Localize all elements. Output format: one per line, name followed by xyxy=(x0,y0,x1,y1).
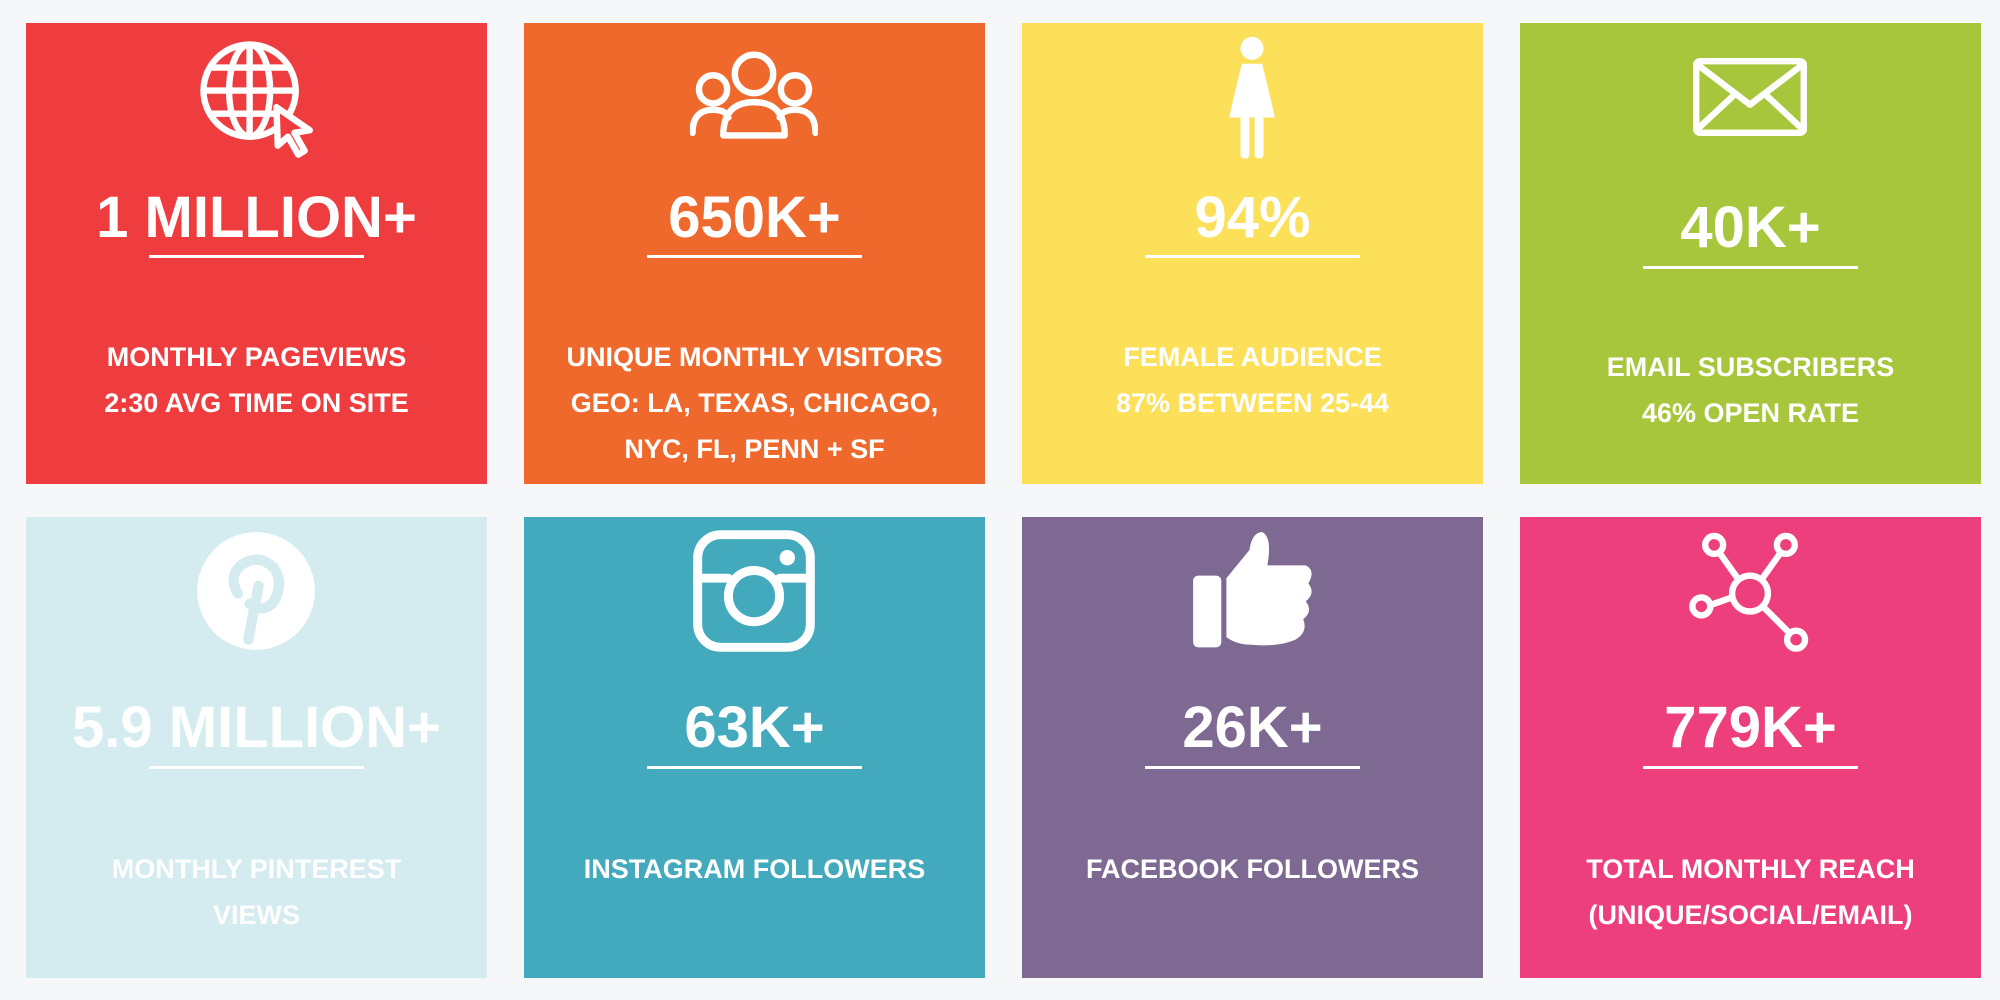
underline xyxy=(1643,766,1858,769)
stat-tile: 779K+ TOTAL MONTHLY REACH (UNIQUE/SOCIAL/… xyxy=(1520,517,1981,978)
label-line: EMAIL SUBSCRIBERS xyxy=(1606,352,1895,382)
stat-value: 779K+ xyxy=(1664,695,1837,760)
underline xyxy=(149,766,364,769)
label-line: 2:30 AVG TIME ON SITE xyxy=(104,388,409,418)
stat-tile: 63K+ INSTAGRAM FOLLOWERS xyxy=(524,517,985,978)
stat-value: 63K+ xyxy=(684,695,825,760)
label-line: UNIQUE MONTHLY VISITORS xyxy=(566,342,943,372)
people-icon xyxy=(690,51,818,139)
stat-tile: 94% FEMALE AUDIENCE 87% BETWEEN 25-44 xyxy=(1022,23,1483,484)
stat-label: FACEBOOK FOLLOWERS xyxy=(1022,846,1483,892)
stat-tile: 40K+ EMAIL SUBSCRIBERS 46% OPEN RATE xyxy=(1520,23,1981,484)
stat-tile: 650K+ UNIQUE MONTHLY VISITORS GEO: LA, TE… xyxy=(524,23,985,484)
stat-value: 40K+ xyxy=(1680,195,1821,260)
stat-tile: 5.9 MILLION+ MONTHLY PINTEREST VIEWS xyxy=(26,517,487,978)
stat-value: 5.9 MILLION+ xyxy=(71,695,441,760)
underline xyxy=(647,766,862,769)
label-line: MONTHLY PINTEREST xyxy=(111,854,402,884)
thumbs-up-icon xyxy=(1193,532,1312,648)
stat-value: 94% xyxy=(1194,185,1311,250)
label-line: 46% OPEN RATE xyxy=(1641,398,1860,428)
stat-value: 26K+ xyxy=(1182,695,1323,760)
label-line: MONTHLY PAGEVIEWS xyxy=(106,342,407,372)
underline xyxy=(1145,255,1360,258)
stat-label: EMAIL SUBSCRIBERS 46% OPEN RATE xyxy=(1520,344,1981,436)
instagram-icon xyxy=(693,530,815,652)
label-line: FEMALE AUDIENCE xyxy=(1123,342,1382,372)
underline xyxy=(1145,766,1360,769)
label-line: GEO: LA, TEXAS, CHICAGO, xyxy=(570,388,939,418)
stat-value: 1 MILLION+ xyxy=(96,185,417,250)
underline xyxy=(149,255,364,258)
stat-tile: 1 MILLION+ MONTHLY PAGEVIEWS 2:30 AVG TIM… xyxy=(26,23,487,484)
label-line: 87% BETWEEN 25-44 xyxy=(1115,388,1390,418)
label-line: INSTAGRAM FOLLOWERS xyxy=(583,854,926,884)
stat-label: MONTHLY PAGEVIEWS 2:30 AVG TIME ON SITE xyxy=(26,334,487,426)
stat-label: FEMALE AUDIENCE 87% BETWEEN 25-44 xyxy=(1022,334,1483,426)
stat-label: UNIQUE MONTHLY VISITORS GEO: LA, TEXAS, C… xyxy=(524,334,985,472)
woman-icon xyxy=(1228,36,1276,159)
label-line: (UNIQUE/SOCIAL/EMAIL) xyxy=(1588,900,1913,930)
envelope-icon xyxy=(1693,57,1807,137)
network-icon xyxy=(1689,532,1809,652)
underline xyxy=(647,255,862,258)
stat-label: INSTAGRAM FOLLOWERS xyxy=(524,846,985,892)
stat-value: 650K+ xyxy=(668,185,841,250)
globe-icon xyxy=(200,41,313,158)
stat-label: TOTAL MONTHLY REACH (UNIQUE/SOCIAL/EMAIL) xyxy=(1520,846,1981,938)
pinterest-icon xyxy=(197,532,315,650)
stat-label: MONTHLY PINTEREST VIEWS xyxy=(26,846,487,938)
underline xyxy=(1643,266,1858,269)
label-line: VIEWS xyxy=(212,900,300,930)
stat-tile: 26K+ FACEBOOK FOLLOWERS xyxy=(1022,517,1483,978)
label-line: FACEBOOK FOLLOWERS xyxy=(1086,854,1419,884)
label-line: NYC, FL, PENN + SF xyxy=(624,434,885,464)
label-line: TOTAL MONTHLY REACH xyxy=(1586,854,1915,884)
